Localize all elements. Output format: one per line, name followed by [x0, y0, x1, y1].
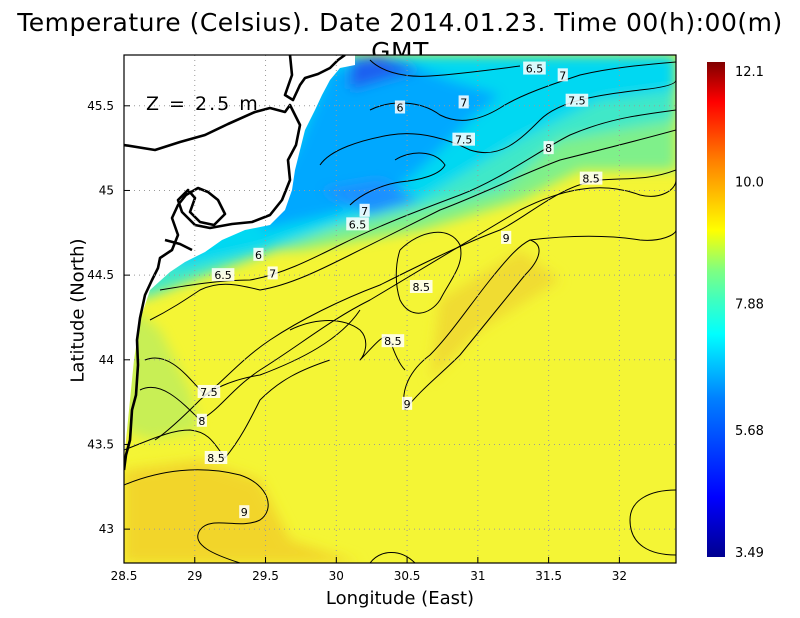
contour-label-bg: [401, 396, 413, 410]
x-tick-label: 32: [612, 569, 627, 583]
contour-label: 6: [397, 101, 404, 114]
contour-label: 6: [255, 249, 262, 262]
contour-label-bg: [579, 171, 603, 185]
contour-label-bg: [458, 95, 469, 109]
x-tick-label: 28.5: [111, 569, 138, 583]
mild-zone: [124, 300, 200, 440]
contour-label: 7: [361, 205, 368, 218]
contour-label: 8: [545, 142, 552, 155]
contour-label-bg: [381, 334, 405, 348]
colorbar-tick-label: 3.49: [735, 546, 764, 561]
contour-label: 6.5: [526, 63, 544, 76]
contour-line: [289, 320, 406, 371]
contour-label: 7.5: [455, 134, 473, 147]
contour-label-bg: [346, 217, 369, 231]
plot-frame: [123, 54, 677, 564]
contour-label: 8.5: [582, 173, 600, 186]
contour-label-bg: [543, 141, 554, 155]
contour-label-bg: [452, 132, 475, 146]
x-axis-ticks: 28.5 29 29.5 30 30.5 31 31.5 32: [111, 557, 627, 583]
y-tick-label: 44.5: [87, 268, 114, 282]
contour-line: [319, 79, 676, 166]
contour-label: 8.5: [384, 335, 402, 348]
contour-label-bg: [557, 68, 568, 82]
contour-label: 9: [241, 506, 248, 519]
x-tick-label: 30: [329, 569, 344, 583]
x-tick-label: 31: [470, 569, 485, 583]
contour-label: 7.5: [200, 386, 218, 399]
colorbar-ticks: 12.1 10.0 7.88 5.68 3.49: [735, 65, 764, 561]
y-axis-label: Latitude (North): [67, 238, 89, 383]
coastline: [124, 55, 346, 471]
contour-label: 6.5: [214, 269, 232, 282]
contour-label: 7: [269, 267, 276, 280]
depth-annotation: Z = 2.5 m: [146, 93, 260, 115]
warm-zone: [430, 250, 560, 380]
coldest-zone: [350, 55, 420, 90]
contour-label-bg: [204, 451, 228, 465]
contour-label-bg: [253, 247, 264, 261]
y-tick-label: 45: [99, 183, 114, 197]
contour-line: [154, 309, 361, 441]
colorbar: [707, 62, 725, 557]
contour-label-bg: [501, 230, 512, 244]
contour-label-bg: [196, 413, 207, 427]
colorbar-tick-label: 10.0: [735, 176, 764, 191]
contour-label-bg: [267, 266, 278, 280]
contour-label-bg: [211, 268, 235, 282]
contour-label-bg: [197, 384, 221, 398]
contour-line: [149, 129, 676, 321]
contour-line: [369, 61, 676, 121]
y-tick-label: 43: [99, 522, 114, 536]
contour-line: [369, 59, 521, 77]
contour-label: 8.5: [207, 452, 225, 465]
land-mask: [124, 55, 355, 460]
cold-zone: [260, 60, 500, 230]
contour-label: 7.5: [568, 95, 586, 108]
contour-label: 7: [460, 96, 467, 109]
cold-pocket: [320, 180, 420, 215]
contour-label: 8: [198, 415, 205, 428]
contour-label: 9: [404, 398, 411, 411]
contour-label-bg: [239, 505, 250, 519]
contour-label-bg: [409, 279, 433, 293]
y-tick-label: 44: [99, 353, 114, 367]
x-tick-label: 29: [187, 569, 202, 583]
colorbar-tick-label: 5.68: [735, 424, 764, 439]
x-tick-label: 31.5: [535, 569, 562, 583]
contour-label-bg: [565, 93, 589, 107]
contour-line: [629, 489, 676, 556]
contour-line: [369, 552, 416, 563]
y-tick-label: 45.5: [87, 99, 114, 113]
contour-label-bg: [523, 61, 546, 75]
contour-line: [159, 109, 676, 291]
chart-title: Temperature (Celsius). Date 2014.01.23. …: [17, 8, 783, 66]
colorbar-tick-label: 12.1: [735, 65, 764, 80]
x-tick-label: 29.5: [252, 569, 279, 583]
contour-label: 6.5: [349, 218, 367, 231]
x-axis-label: Longitude (East): [325, 588, 475, 609]
contour-label-bg: [394, 100, 406, 114]
contour-label: 7: [559, 69, 566, 82]
contour-line: [529, 229, 676, 241]
x-tick-label: 30.5: [394, 569, 421, 583]
contour-line: [349, 152, 446, 206]
y-tick-label: 43.5: [87, 437, 114, 451]
contour-line: [124, 469, 269, 563]
colorbar-tick-label: 7.88: [735, 298, 764, 313]
contour-label: 8.5: [412, 281, 430, 294]
y-axis-ticks: 43 43.5 44 44.5 45 45.5: [87, 99, 130, 536]
contour-label-bg: [359, 203, 370, 217]
contour-label: 9: [503, 232, 510, 245]
contour-line: [395, 231, 462, 314]
